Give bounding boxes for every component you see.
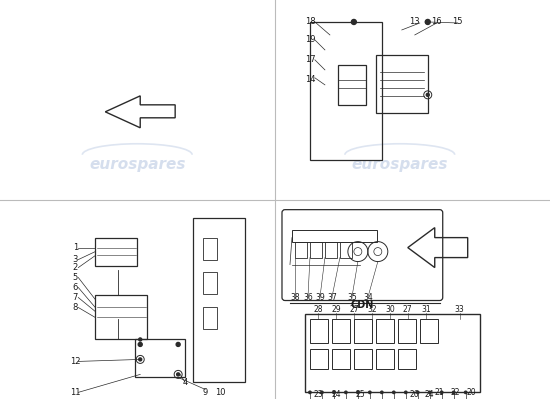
Circle shape (321, 391, 323, 394)
Text: 29: 29 (331, 305, 340, 314)
Text: 17: 17 (305, 56, 315, 64)
Bar (310, 22, 382, 160)
Bar (332, 320, 350, 344)
Bar (292, 230, 377, 242)
Text: 37: 37 (327, 293, 337, 302)
Circle shape (425, 20, 430, 24)
Bar (376, 55, 428, 113)
Text: 39: 39 (315, 293, 325, 302)
Bar (193, 218, 245, 382)
Bar (354, 350, 372, 369)
Text: 33: 33 (455, 305, 465, 314)
Text: 28: 28 (313, 305, 323, 314)
Text: 6: 6 (73, 283, 78, 292)
Circle shape (138, 342, 142, 346)
Text: 21: 21 (435, 388, 444, 397)
Bar (310, 350, 328, 369)
Text: 2: 2 (73, 263, 78, 272)
Text: 22: 22 (451, 388, 460, 397)
Text: 3: 3 (73, 255, 78, 264)
Circle shape (139, 338, 142, 341)
Bar (398, 320, 416, 344)
Text: 20: 20 (467, 388, 476, 397)
Text: 16: 16 (431, 18, 442, 26)
Text: 31: 31 (421, 305, 431, 314)
Bar (325, 242, 337, 258)
Text: 35: 35 (347, 293, 357, 302)
Bar (376, 350, 394, 369)
Bar (95, 294, 147, 340)
Text: 27: 27 (349, 305, 359, 314)
Text: 4: 4 (183, 378, 188, 387)
Text: 14: 14 (305, 75, 315, 84)
Text: 27: 27 (403, 305, 412, 314)
Text: 15: 15 (453, 18, 463, 26)
Text: CDN: CDN (350, 300, 373, 310)
Text: 34: 34 (363, 293, 373, 302)
Circle shape (368, 391, 371, 394)
Text: 13: 13 (409, 18, 420, 26)
Bar (340, 242, 352, 258)
Circle shape (177, 373, 180, 376)
Text: 24: 24 (425, 390, 435, 399)
Bar (295, 242, 307, 258)
Text: 11: 11 (70, 388, 81, 397)
Text: 18: 18 (305, 18, 315, 26)
Circle shape (393, 391, 395, 394)
Text: 30: 30 (385, 305, 395, 314)
Bar (376, 320, 394, 344)
Bar (310, 242, 322, 258)
Bar (203, 308, 217, 330)
Circle shape (139, 358, 142, 361)
Circle shape (333, 391, 335, 394)
Text: 24: 24 (331, 390, 340, 399)
Circle shape (345, 391, 347, 394)
Bar (203, 272, 217, 294)
Text: 26: 26 (410, 390, 420, 399)
Text: 7: 7 (73, 293, 78, 302)
Text: 12: 12 (70, 357, 81, 366)
Text: 5: 5 (73, 273, 78, 282)
Circle shape (176, 342, 180, 346)
Text: 9: 9 (202, 388, 208, 397)
Text: 32: 32 (367, 305, 377, 314)
Text: 38: 38 (290, 293, 300, 302)
Circle shape (405, 391, 407, 394)
Circle shape (416, 391, 419, 394)
Circle shape (426, 93, 429, 96)
Bar (310, 320, 328, 344)
Circle shape (465, 391, 467, 394)
Circle shape (309, 391, 311, 394)
Text: eurospares: eurospares (351, 157, 448, 172)
Circle shape (441, 391, 443, 394)
Text: 10: 10 (215, 388, 226, 397)
Bar (354, 320, 372, 344)
Bar (203, 238, 217, 260)
Circle shape (428, 391, 431, 394)
Text: 36: 36 (303, 293, 313, 302)
Bar (305, 314, 480, 392)
Bar (332, 350, 350, 369)
Bar (420, 320, 438, 344)
Text: eurospares: eurospares (89, 157, 185, 172)
Text: 8: 8 (73, 303, 78, 312)
Text: 23: 23 (313, 390, 323, 399)
Text: 19: 19 (305, 36, 315, 44)
Circle shape (453, 391, 455, 394)
Circle shape (356, 391, 359, 394)
Circle shape (351, 20, 356, 24)
Bar (398, 350, 416, 369)
Circle shape (381, 391, 383, 394)
Bar (135, 340, 185, 377)
Text: 25: 25 (355, 390, 365, 399)
Bar (338, 65, 366, 105)
Text: 1: 1 (73, 243, 78, 252)
Bar (95, 238, 137, 266)
